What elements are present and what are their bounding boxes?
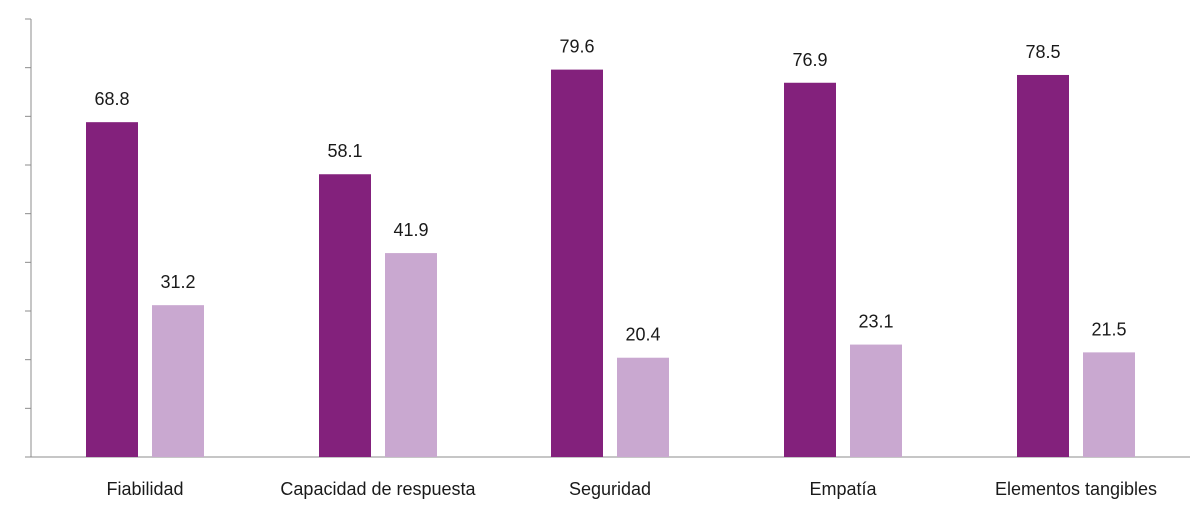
bar-series-2-1 <box>385 253 437 457</box>
chart-axes <box>25 18 1190 458</box>
bar-series-1-3 <box>784 82 836 458</box>
data-label: 76.9 <box>792 50 827 70</box>
bar-series-1-0 <box>86 122 138 457</box>
category-label: Fiabilidad <box>106 479 183 499</box>
bar-series-2-4 <box>1083 352 1135 457</box>
data-label: 58.1 <box>327 141 362 161</box>
data-label: 23.1 <box>858 312 893 332</box>
data-label: 41.9 <box>393 220 428 240</box>
bar-series-2-0 <box>152 305 204 457</box>
bar-series-2-2 <box>617 357 669 457</box>
data-label: 21.5 <box>1091 319 1126 339</box>
data-label: 31.2 <box>160 272 195 292</box>
data-label: 78.5 <box>1025 42 1060 62</box>
category-label: Empatía <box>809 479 877 499</box>
category-label: Elementos tangibles <box>995 479 1157 499</box>
bar-series-1-4 <box>1017 74 1069 457</box>
bar-series-1-1 <box>319 174 371 457</box>
chart-bars <box>86 69 1135 458</box>
chart-category-labels: Fiabilidad Capacidad de respuesta Segurida… <box>106 479 1157 499</box>
data-label: 68.8 <box>94 89 129 109</box>
data-label: 79.6 <box>559 37 594 57</box>
data-label: 20.4 <box>625 325 660 345</box>
chart-data-labels: 68.8 31.2 58.1 41.9 79.6 20.4 76.9 23.1 78.5 21.5 <box>94 37 1126 345</box>
bar-series-1-2 <box>551 69 603 457</box>
category-label: Capacidad de respuesta <box>280 479 476 499</box>
category-label: Seguridad <box>569 479 651 499</box>
bar-series-2-3 <box>850 344 902 457</box>
